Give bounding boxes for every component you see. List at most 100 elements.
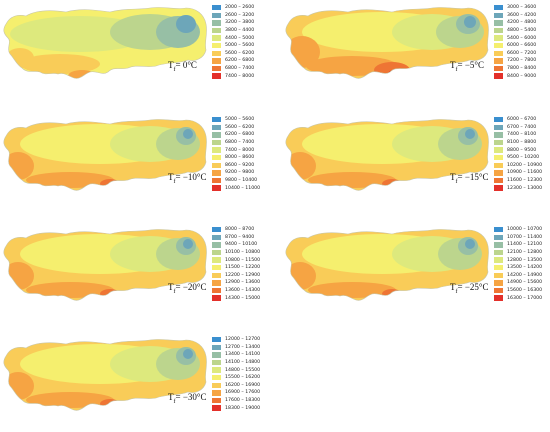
legend-item: 6600 – 7200 [494, 50, 550, 58]
legend-label: 12700 – 13400 [225, 344, 261, 350]
legend-item: 6200 – 6800 [212, 57, 274, 65]
freezing-temperature-label: Tf= −25°C [450, 282, 489, 295]
legend-swatch [494, 117, 503, 123]
legend-swatch [494, 65, 503, 72]
legend-item: 10400 – 11000 [212, 184, 274, 192]
legend-label: 8000 – 8600 [225, 155, 255, 161]
legend-item: 16300 – 17000 [494, 294, 550, 302]
legend-item: 8100 – 8800 [494, 139, 550, 147]
legend-item: 10200 – 10900 [494, 162, 550, 170]
legend-item: 4800 – 5400 [494, 27, 550, 35]
legend-label: 6800 – 7400 [225, 66, 255, 72]
legend-swatch [494, 272, 503, 279]
legend-label: 15500 – 16200 [225, 375, 261, 381]
legend: 6000 – 6700 6700 – 7400 7400 – 8100 8100 – … [494, 116, 550, 192]
legend-label: 4200 – 4800 [507, 20, 537, 26]
turkey-map [3, 6, 208, 79]
legend-label: 9500 – 10200 [507, 155, 540, 161]
legend-label: 3800 – 4400 [225, 28, 255, 34]
legend-swatch [494, 147, 503, 153]
legend-swatch [212, 147, 221, 153]
legend-item: 12800 – 13500 [494, 256, 550, 264]
legend-label: 6000 – 6700 [507, 117, 537, 123]
turkey-map [285, 6, 490, 79]
legend-item: 5000 – 5600 [212, 42, 274, 50]
legend-swatch [212, 367, 221, 373]
legend-swatch [212, 124, 221, 131]
legend-item: 9500 – 10200 [494, 154, 550, 162]
legend-label: 8100 – 8800 [507, 140, 537, 146]
legend-label: 12900 – 13600 [225, 280, 261, 286]
legend-swatch [494, 242, 503, 248]
legend: 10000 – 10700 10700 – 11400 11400 – 12100 1… [494, 226, 550, 302]
legend-swatch [212, 132, 221, 138]
legend-swatch [212, 249, 221, 256]
legend-item: 5000 – 5600 [212, 116, 274, 124]
legend: 3000 – 3600 3600 – 4200 4200 – 4800 4800 – … [494, 4, 550, 80]
legend-swatch [494, 73, 503, 79]
legend-label: 6700 – 7400 [507, 124, 537, 130]
legend-swatch [212, 352, 221, 358]
legend-label: 4800 – 5400 [507, 28, 537, 34]
legend-label: 13600 – 14300 [225, 288, 261, 294]
legend-label: 10200 – 10900 [507, 162, 543, 168]
legend-item: 8700 – 9400 [212, 234, 274, 242]
legend-swatch [494, 124, 503, 131]
legend-label: 12300 – 13000 [507, 185, 543, 191]
legend-label: 5600 – 6200 [225, 50, 255, 56]
map-panel-tf-minus-20: 8000 – 8700 8700 – 9400 9400 – 10100 10100 … [0, 222, 272, 322]
legend-label: 10400 – 11000 [225, 185, 261, 191]
legend-label: 14800 – 15500 [225, 367, 261, 373]
legend-swatch [212, 43, 221, 49]
legend-item: 13600 – 14300 [212, 287, 274, 295]
legend-label: 2000 – 2600 [225, 5, 255, 11]
legend-swatch [212, 405, 221, 411]
legend-swatch [212, 375, 221, 381]
legend-item: 6700 – 7400 [494, 124, 550, 132]
legend-label: 6000 – 6600 [507, 43, 537, 49]
legend-swatch [212, 139, 221, 146]
turkey-map [285, 118, 490, 191]
legend-item: 3200 – 3800 [212, 19, 274, 27]
legend-item: 6000 – 6600 [494, 42, 550, 50]
legend-swatch [212, 272, 221, 279]
legend-item: 3800 – 4400 [212, 27, 274, 35]
legend-item: 9800 – 10400 [212, 177, 274, 185]
legend-swatch [494, 185, 503, 191]
legend-label: 13400 – 14100 [225, 352, 261, 358]
legend-item: 18300 – 19000 [212, 404, 274, 412]
legend-item: 12700 – 13400 [212, 344, 274, 352]
legend-item: 8000 – 8700 [212, 226, 274, 234]
legend-label: 5400 – 6000 [507, 35, 537, 41]
legend-label: 12100 – 12800 [507, 250, 543, 256]
legend-item: 3000 – 3600 [494, 4, 550, 12]
map-panel-tf-minus-10: 5000 – 5600 5600 – 6200 6200 – 6800 6800 – … [0, 112, 272, 212]
legend-swatch [212, 58, 221, 64]
map-panel-tf-minus-25: 10000 – 10700 10700 – 11400 11400 – 12100 1… [282, 222, 550, 322]
legend-swatch [494, 280, 503, 286]
freezing-temperature-label: Tf= −5°C [450, 60, 485, 73]
legend-label: 6200 – 6800 [225, 132, 255, 138]
legend-item: 10800 – 11500 [212, 256, 274, 264]
legend-label: 7200 – 7800 [507, 58, 537, 64]
legend-swatch [212, 359, 221, 366]
legend-item: 2600 – 3200 [212, 12, 274, 20]
freezing-temperature-label: Tf= 0°C [168, 60, 197, 73]
legend-label: 14200 – 14900 [507, 272, 543, 278]
legend-swatch [212, 5, 221, 11]
legend-swatch [212, 337, 221, 343]
legend-swatch [212, 177, 221, 184]
legend-swatch [212, 185, 221, 191]
legend-label: 16300 – 17000 [507, 295, 543, 301]
legend-item: 10900 – 11600 [494, 169, 550, 177]
legend-item: 5600 – 6200 [212, 50, 274, 58]
freezing-temperature-label: Tf= −30°C [168, 392, 207, 405]
legend-item: 7400 – 8000 [212, 146, 274, 154]
legend-swatch [494, 177, 503, 184]
legend-label: 4400 – 5000 [225, 35, 255, 41]
legend-item: 9400 – 10100 [212, 241, 274, 249]
legend-label: 5000 – 5600 [225, 43, 255, 49]
legend-item: 6800 – 7400 [212, 65, 274, 73]
legend-swatch [494, 162, 503, 169]
legend-swatch [212, 170, 221, 176]
